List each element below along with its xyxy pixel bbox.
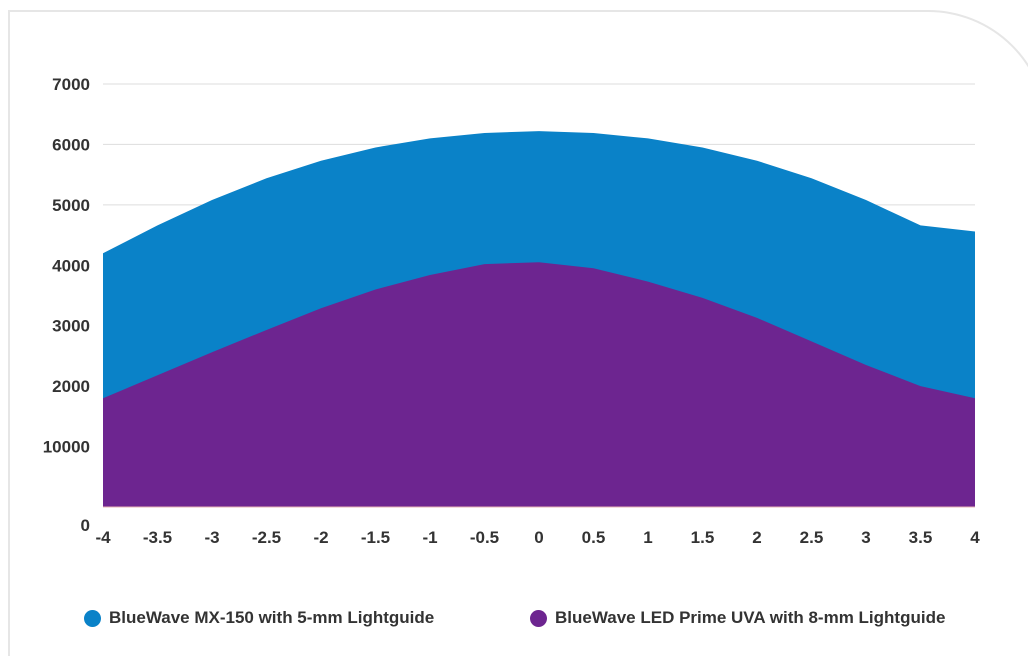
x-tick-label: -3	[204, 528, 219, 547]
y-tick-label: 5000	[52, 196, 90, 215]
x-tick-label: -1.5	[361, 528, 390, 547]
x-tick-label: -3.5	[143, 528, 172, 547]
y-tick-label: 7000	[52, 75, 90, 94]
y-tick-labels: 0 10000 2000 3000 4000 5000 6000 7000	[43, 75, 90, 535]
legend-dot-purple-icon	[530, 609, 547, 627]
x-tick-label: 3.5	[909, 528, 933, 547]
y-tick-label: 6000	[52, 135, 90, 154]
legend-item-series-1: BlueWave MX-150 with 5-mm Lightguide	[84, 606, 434, 630]
x-tick-label: -2.5	[252, 528, 281, 547]
x-tick-label: 1.5	[691, 528, 715, 547]
y-tick-label: 2000	[52, 377, 90, 396]
x-tick-label: 3	[861, 528, 870, 547]
x-tick-label: 2	[752, 528, 761, 547]
x-tick-label: 0	[534, 528, 543, 547]
series-area-2	[103, 262, 975, 507]
x-tick-label: 2.5	[800, 528, 824, 547]
y-tick-label: 0	[81, 516, 90, 535]
legend-label-series-2: BlueWave LED Prime UVA with 8-mm Lightgu…	[555, 608, 946, 627]
y-tick-label: 3000	[52, 317, 90, 336]
x-tick-label: 0.5	[582, 528, 606, 547]
x-tick-label: -2	[313, 528, 328, 547]
x-tick-labels: -4 -3.5 -3 -2.5 -2 -1.5 -1 -0.5 0 0.5 1 1.5 2 2.5 3 3.5…	[95, 528, 980, 547]
area-layer	[103, 131, 975, 508]
legend-item-series-2: BlueWave LED Prime UVA with 8-mm Lightgu…	[530, 606, 945, 630]
y-tick-label: 10000	[43, 438, 90, 457]
legend-label-series-1: BlueWave MX-150 with 5-mm Lightguide	[109, 608, 435, 627]
x-tick-label: -0.5	[470, 528, 499, 547]
x-tick-label: 1	[643, 528, 652, 547]
x-tick-label: -4	[95, 528, 111, 547]
legend-dot-blue-icon	[84, 609, 101, 627]
x-tick-label: 4	[970, 528, 980, 547]
y-tick-label: 4000	[52, 256, 90, 275]
x-tick-label: -1	[422, 528, 437, 547]
